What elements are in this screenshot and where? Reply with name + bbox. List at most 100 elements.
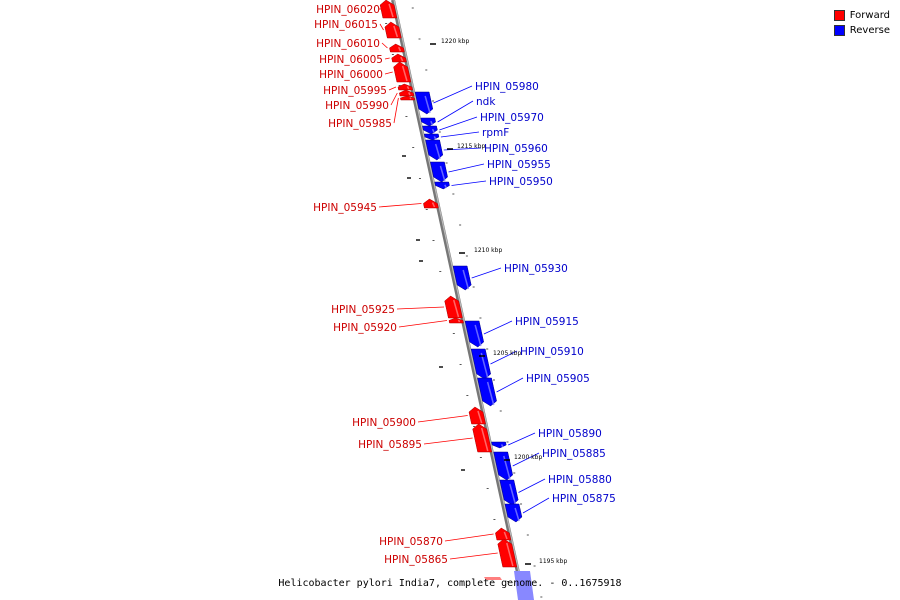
gene-label: HPIN_05950 [489,176,553,188]
gene-arrow-highlight [500,444,504,448]
gene-label: HPIN_05900 [352,417,416,429]
gene-label: HPIN_05995 [323,85,387,97]
leader-line [393,97,399,124]
gene-arrow-highlight [509,483,517,505]
leader-line [444,533,494,542]
gene-label: rpmF [482,127,509,139]
leader-line [448,163,485,173]
gene-arrow-partial [514,571,534,600]
leader-line [381,42,388,49]
gene-label: HPIN_05895 [358,439,422,451]
gene-label: HPIN_05990 [325,100,389,112]
leader-line [507,432,536,446]
forward-swatch [833,10,845,21]
gene-label: HPIN_06005 [319,54,383,66]
gene-arrow-highlight [401,65,408,82]
gene-label: HPIN_05955 [487,159,551,171]
map-caption: Helicobacter pylori India7, complete gen… [278,578,622,589]
gene-label: HPIN_06015 [314,19,378,31]
leader-line [398,320,448,328]
scale-label: 1200 kbp [514,454,542,461]
gene-arrow-highlight [477,410,483,424]
leader-line [417,415,468,423]
leader-line [490,350,518,365]
scale-label: 1195 kbp [539,558,567,565]
leader-line [439,116,478,131]
legend-reverse-label: Reverse [849,25,890,36]
gene-arrow-highlight [474,324,482,347]
gene-arrow-hpin_05950 [434,181,450,190]
scale-label: 1205 kbp [493,350,521,357]
gene-label: HPIN_06020 [316,4,380,16]
backbone-highlight [393,0,526,600]
leader-line [451,180,487,186]
gene-label: HPIN_06010 [316,38,380,50]
legend-reverse: Reverse [833,23,890,38]
gene-arrow-ndk [420,117,436,127]
legend: Forward Reverse [833,8,890,38]
gene-arrow-highlight [388,3,394,18]
gene-arrow-highlight [431,128,436,134]
gene-arrow-highlight [406,86,410,90]
gene-label: HPIN_05885 [542,448,606,460]
gene-label: HPIN_05880 [548,474,612,486]
gene-arrow-highlight [409,97,412,100]
gene-label: HPIN_05890 [538,428,602,440]
leader-line [433,85,473,104]
gene-label: ndk [476,96,496,108]
leader-line [522,497,550,514]
leader-line [440,131,480,138]
gene-arrow-highlight [439,165,446,182]
gene-arrow-highlight [430,120,434,126]
leader-line [496,377,524,393]
gene-arrow-highlight [480,352,489,379]
gene-arrow-highlight [480,427,489,452]
scale-label: 1215 kbp [457,143,485,150]
gene-label: HPIN_05870 [379,536,443,548]
reverse-swatch [833,25,845,36]
gene-arrow-highlight [457,319,461,323]
leader-line [471,267,502,279]
leader-line [518,478,546,493]
gene-arrow-highlight [431,202,436,208]
gene-arrow-highlight [398,46,402,52]
gene-arrow-highlight [434,143,441,160]
gene-arrow-highlight [408,92,411,96]
gene-arrow-hpin_05970 [422,125,438,135]
gene-arrow-highlight [486,381,495,406]
gene-label: HPIN_05865 [384,554,448,566]
gene-labels: HPIN_06020 HPIN_06015 HPIN_06010 HPIN_06005… [313,4,616,566]
gene-arrow-hpin_05895 [472,423,493,453]
gene-arrow-hpin_05890 [491,441,507,449]
leader-line [483,320,513,335]
leader-line [437,100,474,123]
scale-labels: 1220 kbp 1215 kbp 1210 kbp 1205 kbp 1200 kbp… [430,38,567,565]
legend-forward-label: Forward [849,10,890,21]
gene-arrow-highlight [400,56,404,62]
scale-label: 1220 kbp [441,38,469,45]
gene-arrow-highlight [444,184,448,189]
leader-line [384,57,390,60]
gene-arrow-highlight [393,25,399,38]
gene-arrow-rpmf [423,133,440,141]
leader-line [378,203,422,208]
leader-line [396,306,445,310]
leader-line [379,23,384,31]
gene-arrow-highlight [424,95,431,114]
legend-forward: Forward [833,8,890,23]
gene-label: HPIN_05910 [520,346,584,358]
leader-line [423,437,473,445]
gene-label: HPIN_05945 [313,202,377,214]
gene-label: HPIN_05920 [333,322,397,334]
gene-label: HPIN_05905 [526,373,590,385]
gene-label: HPIN_05875 [552,493,616,505]
leader-line [449,552,498,560]
gene-label: HPIN_05925 [331,304,395,316]
gene-arrow-partial [484,577,502,580]
gene-features [379,0,534,600]
gene-arrow-highlight [506,542,514,567]
gene-arrow-highlight [503,531,508,540]
gene-arrow-highlight [514,507,520,522]
gene-label: HPIN_05970 [480,112,544,124]
leader-line [390,92,398,106]
